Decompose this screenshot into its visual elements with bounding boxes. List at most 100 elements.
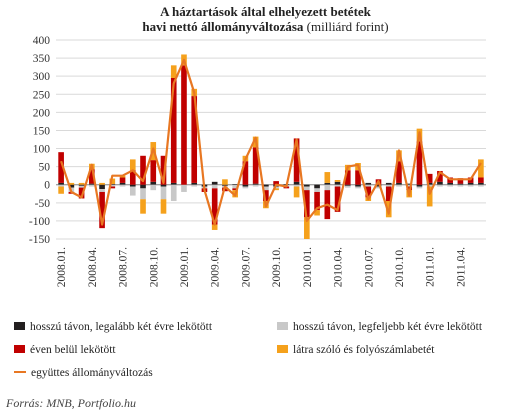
bar-segment xyxy=(78,182,85,185)
bar-segment xyxy=(89,184,95,187)
bar-segment xyxy=(211,184,218,189)
chart-title: A háztartások által elhelyezett betétek … xyxy=(0,4,531,34)
bar-segment xyxy=(324,172,331,183)
bar-segment xyxy=(58,182,64,185)
bar-segment xyxy=(78,187,85,199)
bar-segment xyxy=(232,188,238,191)
bar-segment xyxy=(150,160,157,182)
bar-segment xyxy=(242,161,249,185)
bar-segment xyxy=(160,155,167,185)
bar-segment xyxy=(263,184,269,187)
bar-segment xyxy=(150,181,157,185)
y-tick-label: 200 xyxy=(33,107,51,119)
legend-item-1: hosszú távon, legalább két évre lekötött xyxy=(14,321,212,334)
bar-segment xyxy=(109,178,116,185)
bar-segment xyxy=(467,184,474,187)
bar-segment xyxy=(355,184,361,187)
bar-segment xyxy=(426,184,433,187)
bar-segment xyxy=(211,188,218,225)
bar-segment xyxy=(416,141,423,185)
bar-segment xyxy=(304,217,310,239)
bar-segment xyxy=(99,191,105,229)
bar-segment xyxy=(170,65,177,78)
x-tick-label: 2011.04. xyxy=(455,247,467,287)
bar-segment xyxy=(478,159,484,178)
x-tick-label: 2008.10. xyxy=(148,247,160,287)
y-tick-label: -50 xyxy=(35,198,51,210)
bar-segment xyxy=(99,189,105,192)
bar-segment xyxy=(447,182,453,185)
bar-segment xyxy=(140,199,146,214)
bar-segment xyxy=(344,185,351,188)
bar-segment xyxy=(273,188,279,191)
x-tick-label: 2009.01. xyxy=(179,247,191,287)
legend-item-2: hosszú távon, legfeljebb két évre lekötö… xyxy=(277,321,482,334)
bar-segment xyxy=(324,184,331,191)
x-tick-label: 2010.04. xyxy=(333,247,345,287)
bar-segment xyxy=(99,184,105,190)
bar-segment xyxy=(119,182,126,185)
bar-segment xyxy=(426,182,433,185)
bar-segment xyxy=(252,183,259,185)
bar-segment xyxy=(375,186,382,189)
bar-segment xyxy=(181,184,187,192)
bar-segment xyxy=(109,184,116,185)
bar-segment xyxy=(334,181,341,185)
bar-segment xyxy=(437,181,443,185)
bar-segment xyxy=(242,184,249,187)
legend-line-5 xyxy=(14,371,26,374)
bar-segment xyxy=(478,182,484,185)
bar-segment xyxy=(324,182,331,185)
bar-segment xyxy=(78,185,85,188)
x-tick-label: 2008.07. xyxy=(118,247,130,287)
bar-segment xyxy=(222,179,228,185)
bar-segment xyxy=(293,186,300,198)
bar-segment xyxy=(99,182,105,185)
bar-segment xyxy=(478,184,484,187)
legend-swatch-3 xyxy=(14,345,25,354)
bar-segment xyxy=(396,184,402,187)
bar-segment xyxy=(140,184,146,189)
x-tick-label: 2009.07. xyxy=(240,247,252,287)
bar-segment xyxy=(263,186,269,191)
y-tick-label: 0 xyxy=(44,180,50,192)
bar-segment xyxy=(344,184,351,186)
bar-segment xyxy=(355,186,361,189)
legend-item-5: együttes állományváltozás xyxy=(14,367,153,380)
bar-segment xyxy=(68,182,75,185)
bar-segment xyxy=(170,184,177,202)
y-tick-label: 400 xyxy=(33,35,51,47)
bar-segment xyxy=(140,188,146,200)
bar-segment xyxy=(365,182,372,185)
y-tick-label: 350 xyxy=(33,53,51,65)
bar-segment xyxy=(293,138,300,182)
bar-segment xyxy=(263,190,269,202)
bar-segment xyxy=(406,183,413,185)
bar-segment xyxy=(89,169,95,184)
bar-segment xyxy=(140,155,146,185)
bar-segment xyxy=(211,224,218,230)
legend-label-1: hosszú távon, legalább két évre lekötött xyxy=(30,321,213,333)
y-tick-label: 250 xyxy=(33,89,51,101)
bar-segment xyxy=(304,184,310,187)
bar-segment xyxy=(78,184,85,186)
source-note: Forrás: MNB, Portfolio.hu xyxy=(6,396,137,410)
bar-segment xyxy=(68,184,75,188)
bar-segment xyxy=(385,182,392,185)
bar-segment xyxy=(242,186,249,189)
legend-item-4: látra szóló és folyószámlabetét xyxy=(277,344,434,357)
bar-segment xyxy=(109,186,116,189)
bar-segment xyxy=(170,182,177,185)
y-tick-label: 50 xyxy=(39,162,51,174)
bar-segment xyxy=(304,190,310,218)
bar-segment xyxy=(314,184,320,189)
bar-segment xyxy=(385,184,392,187)
x-tick-label: 2009.10. xyxy=(271,247,283,287)
bar-segment xyxy=(457,184,464,187)
bar-segment xyxy=(478,177,484,183)
y-tick-label: 100 xyxy=(33,144,51,156)
bar-segment xyxy=(365,186,372,198)
bar-segment xyxy=(150,184,157,191)
bar-segment xyxy=(437,170,443,182)
